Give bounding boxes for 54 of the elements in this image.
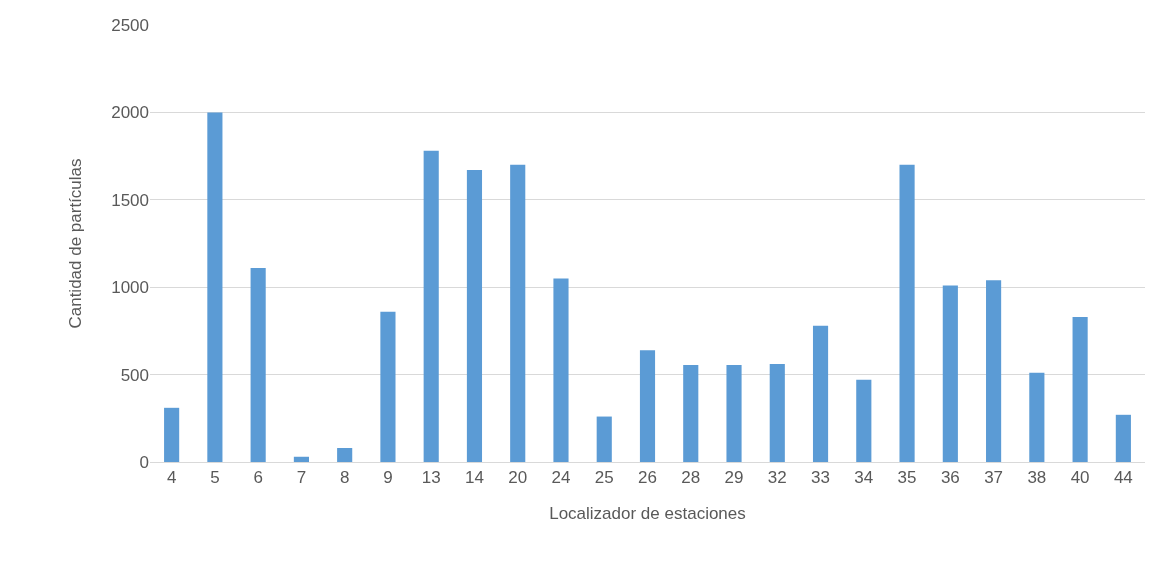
- bar: [986, 280, 1002, 462]
- x-tick-label: 26: [638, 468, 657, 488]
- bar: [899, 164, 915, 462]
- x-tick-label: 5: [210, 468, 220, 488]
- x-tick-label: 37: [984, 468, 1004, 488]
- bar: [769, 364, 785, 462]
- y-tick-label: 2500: [111, 15, 149, 35]
- bar: [1072, 316, 1088, 462]
- x-tick-label: 8: [339, 468, 350, 488]
- bar: [250, 267, 266, 462]
- x-tick-label: 36: [940, 468, 960, 488]
- y-tick-label: 0: [139, 452, 149, 472]
- bar: [380, 311, 396, 462]
- x-tick-label: 38: [1027, 468, 1047, 488]
- bar: [293, 456, 309, 462]
- x-tick-label: 32: [767, 468, 787, 488]
- y-tick-label: 2000: [111, 103, 149, 123]
- bar: [1115, 414, 1131, 462]
- x-tick-label: 13: [421, 468, 441, 488]
- bar: [553, 278, 569, 462]
- x-tick-label: 20: [508, 468, 528, 488]
- bar: [1029, 372, 1045, 462]
- bar: [164, 407, 180, 462]
- y-axis-title: Cantidad de partículas: [65, 158, 85, 329]
- x-tick-label: 25: [594, 468, 614, 488]
- x-tick-label: 40: [1070, 468, 1090, 488]
- bar: [207, 112, 223, 462]
- bar: [639, 350, 656, 462]
- bar: [856, 379, 872, 462]
- bar: [423, 150, 439, 462]
- x-tick-label: 29: [724, 468, 744, 488]
- bar: [466, 170, 483, 462]
- y-tick-label: 500: [120, 365, 149, 385]
- bar: [510, 164, 526, 462]
- x-tick-label: 6: [253, 468, 263, 488]
- bar: [726, 364, 742, 462]
- x-tick-label: 7: [296, 468, 307, 488]
- x-tick-label: 35: [897, 468, 917, 488]
- x-tick-label: 9: [383, 468, 393, 488]
- x-tick-label: 44: [1113, 468, 1133, 488]
- bar: [812, 325, 829, 462]
- y-tick-label: 1500: [111, 190, 149, 210]
- y-tick-label: 1000: [111, 278, 149, 298]
- bar: [942, 285, 958, 462]
- x-axis-title: Localizador de estaciones: [549, 503, 746, 523]
- x-tick-label: 34: [854, 468, 874, 488]
- bar: [683, 364, 699, 462]
- bar: [596, 416, 612, 462]
- x-tick-label: 4: [166, 468, 177, 488]
- x-tick-label: 28: [681, 468, 701, 488]
- x-tick-label: 14: [465, 468, 484, 488]
- bar: [337, 448, 353, 462]
- x-tick-label: 24: [551, 468, 571, 488]
- x-tick-label: 33: [811, 468, 830, 488]
